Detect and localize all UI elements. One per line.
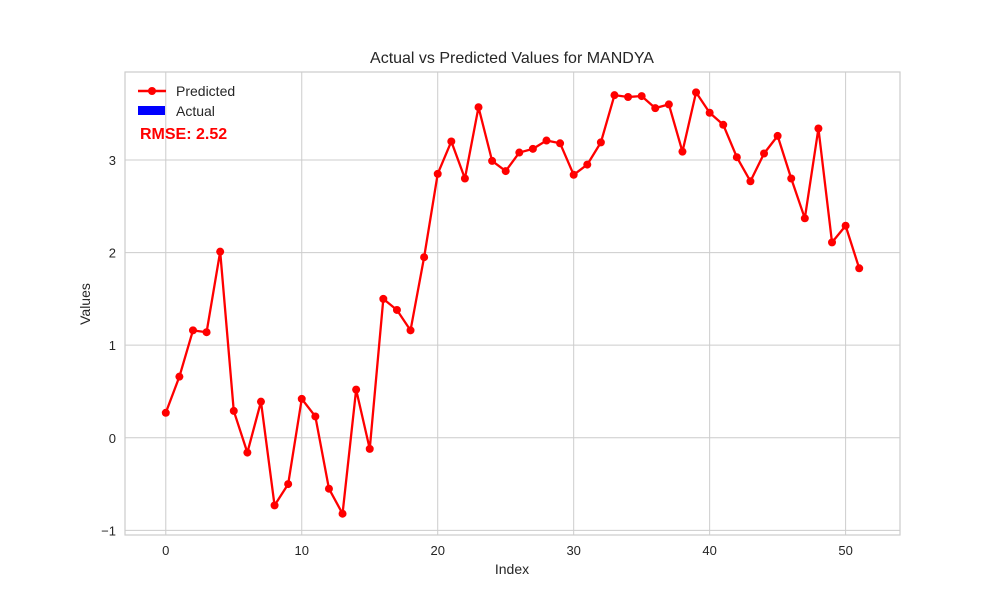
x-tick-label: 20 (430, 543, 444, 558)
data-point (732, 153, 741, 162)
y-axis-label: Values (77, 283, 93, 325)
data-point (624, 93, 633, 102)
x-tick-label: 50 (838, 543, 852, 558)
data-point (324, 484, 333, 493)
data-point (270, 501, 279, 510)
data-point (311, 412, 320, 421)
legend-actual-label: Actual (176, 103, 215, 119)
data-point (243, 448, 252, 457)
data-point (692, 88, 701, 97)
data-point (202, 328, 211, 337)
x-tick-label: 10 (295, 543, 309, 558)
data-point (433, 169, 442, 178)
data-point (420, 253, 429, 262)
data-point (528, 144, 537, 153)
x-axis-label: Index (495, 561, 529, 577)
chart-title: Actual vs Predicted Values for MANDYA (370, 50, 654, 67)
data-point (569, 170, 578, 179)
data-point (216, 247, 225, 256)
data-point (664, 100, 673, 109)
rmse-annotation: RMSE: 2.52 (140, 126, 227, 143)
data-point (297, 394, 306, 403)
data-point (705, 108, 714, 117)
data-point (773, 131, 782, 140)
data-point (800, 214, 809, 223)
data-point (501, 167, 510, 176)
data-point (460, 174, 469, 183)
data-point (338, 509, 347, 518)
data-point (841, 221, 850, 230)
data-point (719, 120, 728, 129)
data-point (583, 160, 592, 169)
data-point (365, 444, 374, 453)
data-point (352, 385, 361, 394)
plot-border (124, 71, 901, 536)
data-point (556, 139, 565, 148)
data-point (596, 138, 605, 147)
data-point (229, 406, 238, 415)
data-point (651, 104, 660, 113)
data-point (392, 305, 401, 314)
legend-predicted-marker (148, 87, 156, 95)
data-point (406, 326, 415, 335)
data-point (474, 103, 483, 112)
y-tick-label: 2 (109, 246, 116, 261)
x-tick-label: 30 (566, 543, 580, 558)
data-point (787, 174, 796, 183)
y-tick-label: 0 (109, 431, 116, 446)
legend-predicted-label: Predicted (176, 83, 235, 99)
data-point (814, 124, 823, 133)
data-point (379, 294, 388, 303)
series-layer (161, 88, 864, 518)
x-tick-label: 40 (702, 543, 716, 558)
data-point (610, 91, 619, 100)
plot-frame (124, 71, 901, 536)
data-point (855, 264, 864, 273)
data-point (447, 137, 456, 146)
data-point (284, 480, 293, 489)
legend-actual-swatch (138, 106, 165, 115)
data-point (175, 372, 184, 381)
series-line-predicted (164, 91, 861, 515)
data-point (256, 397, 265, 406)
legend: Predicted Actual (138, 83, 235, 119)
data-point (760, 149, 769, 158)
data-point (678, 147, 687, 156)
data-point (746, 177, 755, 186)
y-tick-label: 3 (109, 153, 116, 168)
data-point (515, 148, 524, 157)
x-tick-label: 0 (162, 543, 169, 558)
data-point (828, 238, 837, 247)
y-tick-label: 1 (109, 338, 116, 353)
data-point (161, 408, 170, 417)
data-point (188, 326, 197, 335)
data-point (488, 156, 497, 165)
data-point (637, 92, 646, 101)
tick-labels: 0 10 20 30 40 50 −1 0 1 2 3 (101, 153, 853, 558)
y-tick-label: −1 (101, 523, 116, 538)
data-point (542, 136, 551, 145)
